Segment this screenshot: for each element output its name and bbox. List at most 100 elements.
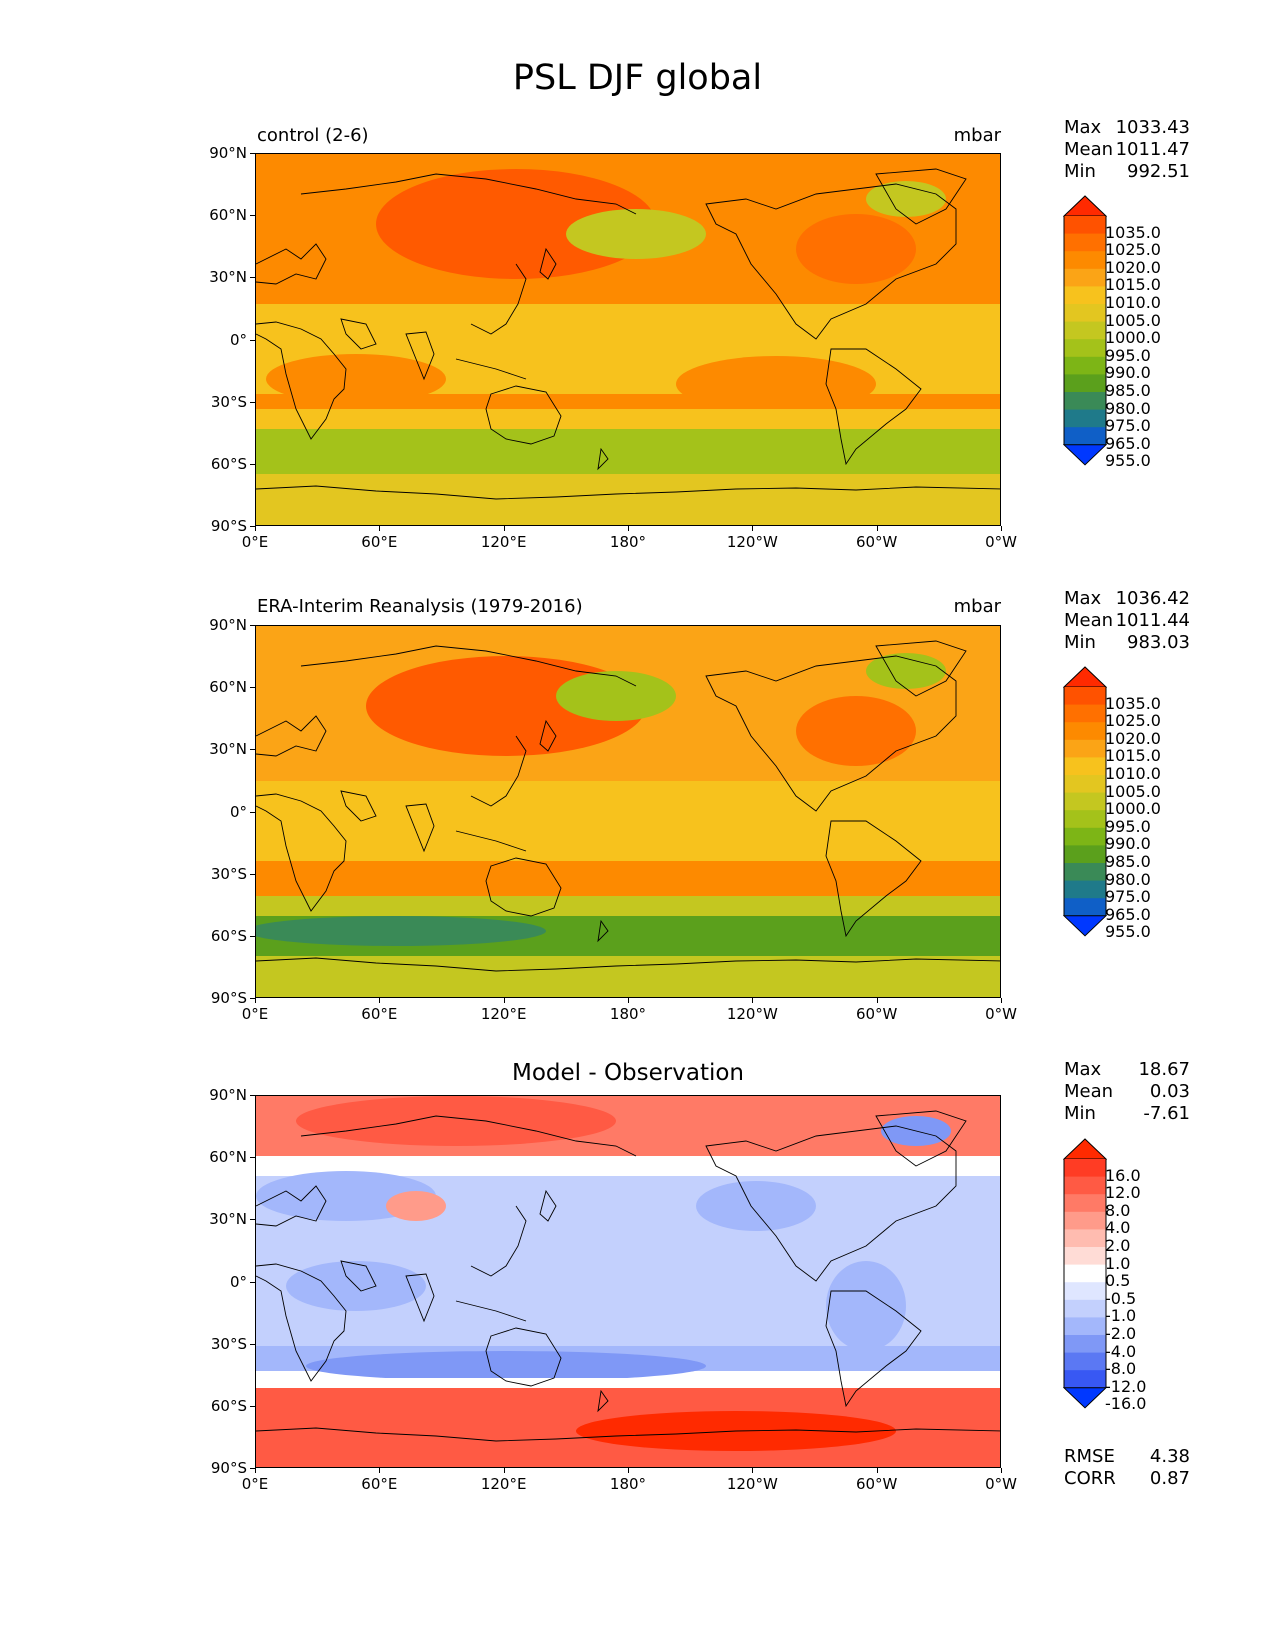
coastline (256, 1427, 1000, 1442)
lat-tick-mark (250, 625, 255, 626)
colorbar-tick-label: 975.0 (1105, 887, 1151, 907)
colorbar-tick-label: 1010.0 (1105, 293, 1161, 312)
coastline (485, 385, 562, 445)
lat-tick-mark (250, 215, 255, 217)
colorbar-tick-label: 965.0 (1105, 433, 1151, 453)
coastline (300, 173, 637, 215)
midlat-sh (256, 896, 1000, 916)
colorbar-segment (1064, 827, 1106, 846)
coastline (539, 1189, 557, 1222)
colorbar-tick-label: 990.0 (1105, 834, 1151, 854)
lat-tick-label: 90°S (210, 1459, 247, 1477)
coastline (825, 348, 922, 466)
aleutian-low (566, 209, 706, 259)
lat-tick-mark (250, 401, 255, 403)
lat-tick-mark (250, 1343, 255, 1345)
colorbar-segment (1064, 792, 1106, 811)
lon-tick-label: 60°W (855, 1005, 898, 1023)
colorbar-tick-label: 965.0 (1105, 904, 1151, 924)
colorbar-segment (1064, 304, 1106, 323)
colorbar-tick-label: -0.5 (1105, 1288, 1137, 1308)
colorbar-segment (1064, 321, 1106, 340)
stat-name: Max (1064, 117, 1102, 138)
stat-name: Max (1064, 588, 1102, 609)
stat-name: Min (1064, 1103, 1096, 1124)
lon-tick-mark (255, 1468, 256, 1473)
lon-tick-label: 60°W (855, 533, 898, 551)
lat-tick-mark (250, 1405, 255, 1407)
colorbar-tick-label: 2.0 (1105, 1236, 1131, 1255)
panel-2-left-label: ERA-Interim Reanalysis (1979-2016) (257, 596, 583, 617)
colorbar-tick-label: 985.0 (1105, 852, 1151, 871)
colorbar-segment (1064, 722, 1106, 741)
colorbar-segment (1064, 392, 1106, 411)
colorbar-segment (1064, 1370, 1106, 1389)
subtropic-high-sh (676, 356, 876, 412)
lon-tick-label: 0°E (241, 1005, 269, 1023)
stat-name: RMSE (1064, 1446, 1115, 1467)
coastline (825, 820, 922, 938)
colorbar-segment (1064, 863, 1106, 882)
colorbar-tick-label: 0.5 (1105, 1271, 1131, 1291)
deep-low (256, 916, 546, 946)
lon-tick-label: 120°W (726, 1005, 778, 1023)
arctic-high (296, 1096, 616, 1146)
colorbar-tick-label: 1005.0 (1105, 781, 1161, 801)
coastline (470, 1205, 527, 1277)
coastline (256, 715, 327, 757)
lon-tick-mark (752, 1468, 754, 1473)
stat-row: Max 18.67 (1064, 1059, 1190, 1081)
lon-tick-label: 120°E (480, 1475, 527, 1493)
colorbar-tick-label: 985.0 (1105, 381, 1151, 400)
lon-tick-mark (379, 1468, 381, 1473)
lat-tick-label: 30°N (209, 740, 247, 759)
colorbar-segment (1064, 1194, 1106, 1213)
colorbar-segment (1064, 233, 1106, 252)
coastline (340, 1260, 377, 1292)
lon-tick-label: 60°E (361, 533, 398, 551)
coastline (485, 1327, 562, 1387)
lon-tick-label: 120°E (480, 533, 527, 551)
lon-tick-label: 0°E (241, 533, 269, 551)
lon-tick-mark (379, 998, 381, 1003)
panel-2-stats: Max 1036.42 Mean 1011.44 Min 983.03 (1064, 588, 1190, 654)
colorbar-tick-label: 1035.0 (1105, 693, 1161, 713)
colorbar-segment (1064, 1247, 1106, 1266)
colorbar-tick-label: -1.0 (1105, 1306, 1137, 1326)
colorbar-segment (1064, 739, 1106, 758)
colorbar-segment (1064, 1335, 1106, 1354)
lat-tick-mark (250, 153, 255, 154)
lat-tick-label: 0° (229, 1272, 247, 1291)
lon-tick-mark (255, 526, 256, 531)
lat-tick-label: 60°N (209, 1148, 247, 1167)
stat-name: Min (1064, 161, 1096, 182)
colorbar-segment (1064, 356, 1106, 375)
coastline (256, 957, 1000, 972)
colorbar-extend-min (1063, 444, 1107, 466)
colorbar-tick-label: 990.0 (1105, 363, 1151, 383)
lon-tick-label: 180° (609, 533, 647, 551)
coastline (470, 735, 527, 807)
colorbar-tick-label: 1000.0 (1105, 799, 1161, 819)
lon-tick-label: 180° (609, 1475, 647, 1493)
lat-tick-mark (250, 935, 255, 937)
coastline (405, 1273, 435, 1323)
colorbar-segment (1064, 251, 1106, 270)
colorbar-segment (1064, 1159, 1106, 1178)
lat-tick-mark (250, 1281, 255, 1283)
colorbar-tick-label: 1025.0 (1105, 240, 1161, 260)
lon-tick-mark (628, 998, 629, 1003)
lat-tick-label: 90°S (210, 517, 247, 535)
lon-tick-mark (876, 998, 878, 1003)
lon-tick-label: 60°E (361, 1475, 398, 1493)
stat-value: 0.03 (1149, 1081, 1190, 1102)
panel-1-stats: Max 1033.43 Mean 1011.47 Min 992.51 (1064, 117, 1190, 183)
panel-1-map (255, 153, 1001, 526)
subtropic-high-sh (266, 354, 446, 404)
stat-value: 1036.42 (1115, 588, 1190, 609)
lon-tick-label: 0°W (985, 1475, 1017, 1493)
stat-value: 4.38 (1149, 1446, 1190, 1467)
lon-tick-mark (876, 1468, 878, 1473)
colorbar-segment (1064, 339, 1106, 358)
stat-value: 1011.44 (1115, 610, 1190, 631)
